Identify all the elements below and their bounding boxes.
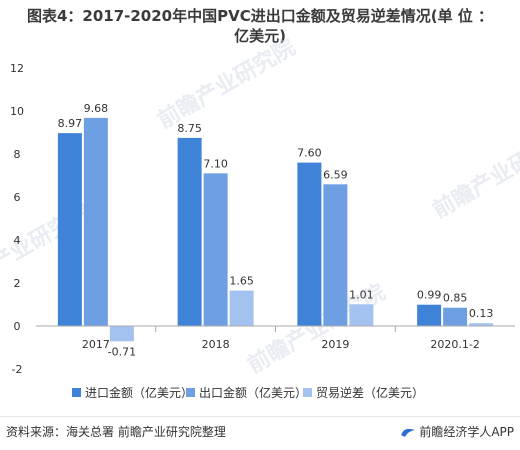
y-axis: -2 0 2 4 6 8 10 12 bbox=[10, 62, 24, 376]
bar-export bbox=[203, 173, 228, 326]
y-tick-label: 6 bbox=[14, 191, 21, 204]
bar-import bbox=[177, 137, 202, 326]
y-tick-label: -2 bbox=[12, 363, 23, 376]
bars-layer bbox=[57, 117, 494, 342]
chart-title-line-1: 图表4：2017-2020年中国PVC进出口金额及贸易逆差情况(单 位 ： bbox=[26, 7, 494, 25]
data-label: 8.75 bbox=[177, 122, 202, 135]
bar-deficit bbox=[349, 304, 374, 326]
legend-swatch bbox=[303, 388, 312, 397]
watermark-text: 前瞻产业研究院 bbox=[153, 34, 299, 134]
footer-divider bbox=[0, 416, 520, 417]
data-label: 0.13 bbox=[469, 307, 494, 320]
legend-swatch bbox=[186, 388, 195, 397]
data-label: -0.71 bbox=[108, 345, 136, 358]
y-tick-label: 4 bbox=[14, 234, 21, 247]
legend-label: 进口金额（亿美元） bbox=[85, 385, 193, 400]
x-tick-label: 2019 bbox=[321, 338, 349, 351]
data-label: 7.10 bbox=[203, 157, 228, 170]
data-label: 6.59 bbox=[323, 168, 348, 181]
brand-name: 前瞻经济学人APP bbox=[419, 425, 514, 439]
x-tick-label: 2020.1-2 bbox=[430, 338, 479, 351]
y-tick-label: 0 bbox=[14, 320, 21, 333]
value-labels-layer: 8.979.68 -0.71 8.75 7.10 1.65 7.606.59 1.01 0.9… bbox=[58, 102, 494, 358]
data-label: 8.97 bbox=[58, 117, 83, 130]
x-axis: 2017 2018 2019 2020.1-2 bbox=[36, 325, 515, 351]
bar-deficit bbox=[469, 323, 494, 326]
chart-title-line-2: 亿美元) bbox=[234, 27, 286, 45]
data-label: 7.60 bbox=[297, 147, 322, 160]
data-label: 9.68 bbox=[84, 102, 109, 115]
brand-credit: 前瞻经济学人APP bbox=[400, 423, 514, 440]
bar-deficit bbox=[229, 290, 254, 326]
bar-export bbox=[83, 117, 108, 326]
bar-import bbox=[57, 133, 82, 326]
x-tick-label: 2017 bbox=[82, 338, 110, 351]
chart-title: 图表4：2017-2020年中国PVC进出口金额及贸易逆差情况(单 位 ： 亿美… bbox=[0, 6, 520, 46]
y-tick-label: 10 bbox=[10, 105, 24, 118]
y-tick-label: 12 bbox=[10, 62, 24, 75]
data-label: 0.99 bbox=[417, 289, 442, 302]
data-label: 1.01 bbox=[349, 288, 374, 301]
data-label: 1.65 bbox=[229, 275, 254, 288]
legend: 进口金额（亿美元） 出口金额（亿美元） 贸易逆差（亿美元） bbox=[72, 385, 424, 400]
legend-label: 出口金额（亿美元） bbox=[199, 385, 307, 400]
data-label: 0.85 bbox=[443, 292, 468, 305]
brand-logo-icon bbox=[401, 428, 416, 437]
y-tick-label: 8 bbox=[14, 148, 21, 161]
bar-deficit bbox=[109, 326, 134, 342]
bar-import bbox=[297, 162, 322, 326]
legend-label: 贸易逆差（亿美元） bbox=[316, 385, 424, 400]
x-tick-label: 2018 bbox=[202, 338, 230, 351]
bar-import bbox=[417, 304, 442, 326]
y-tick-label: 2 bbox=[14, 277, 21, 290]
legend-swatch bbox=[72, 388, 81, 397]
bar-export bbox=[443, 307, 468, 326]
bar-export bbox=[323, 184, 348, 326]
watermark-text: 前瞻产业研究院 bbox=[428, 124, 520, 224]
source-note: 资料来源：海关总署 前瞻产业研究院整理 bbox=[6, 425, 226, 439]
